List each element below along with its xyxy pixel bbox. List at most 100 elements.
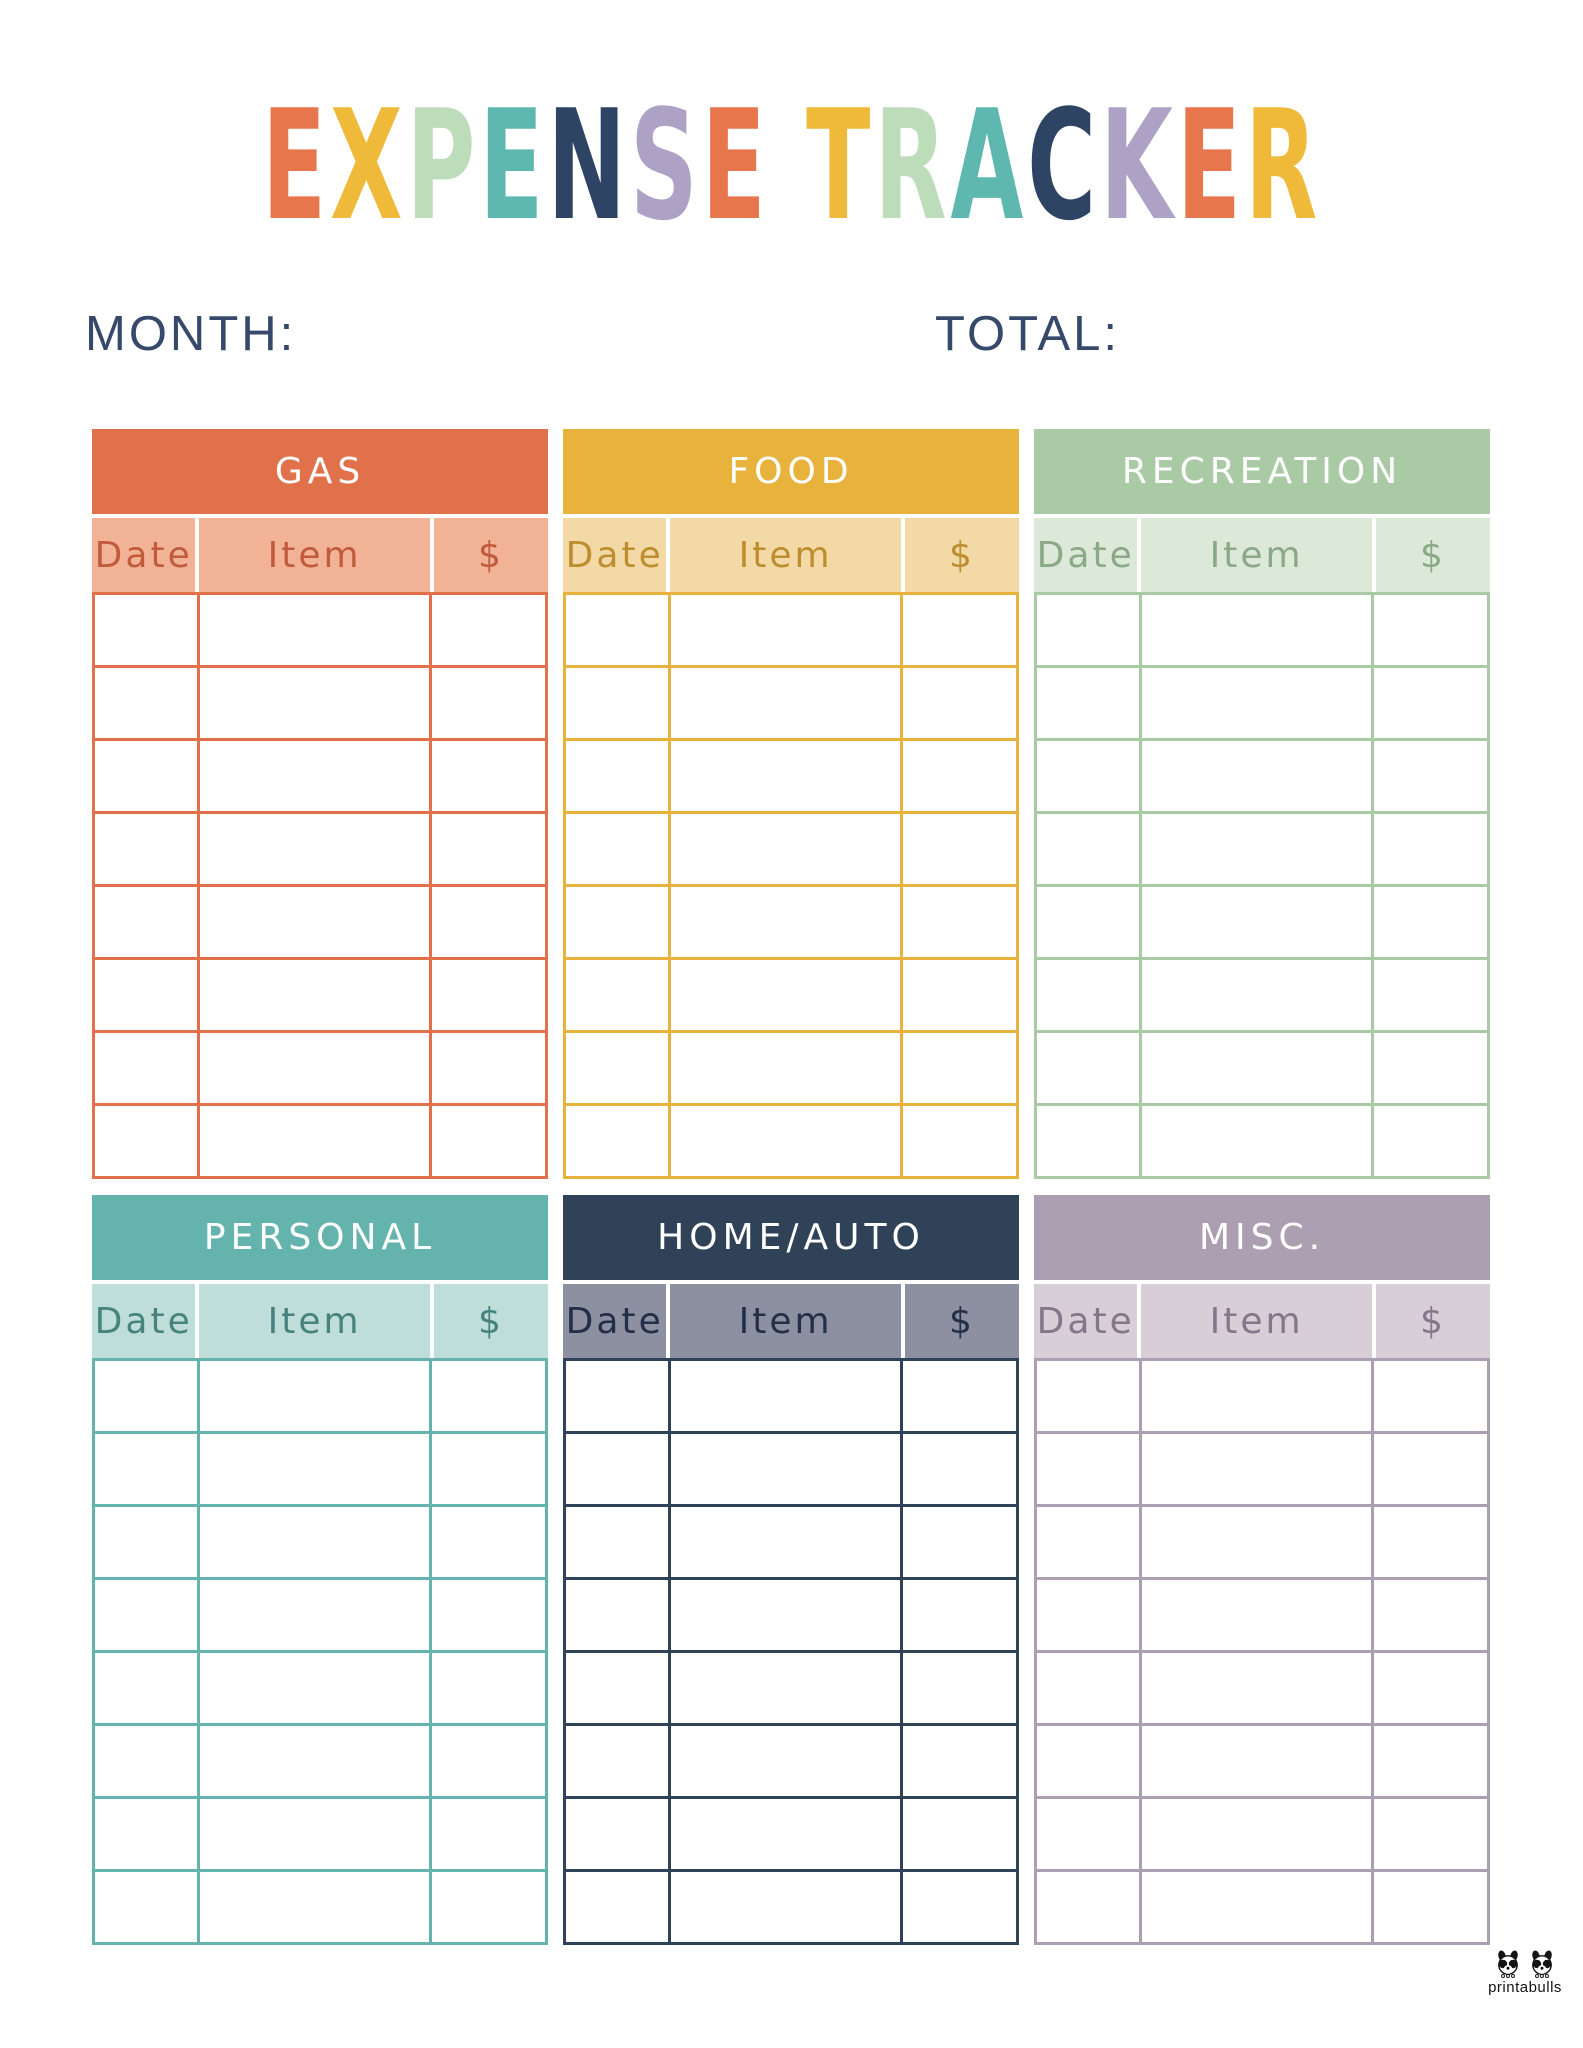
gas-row7-amount-cell bbox=[431, 1033, 545, 1103]
table-misc-title: MISC. bbox=[1034, 1195, 1490, 1280]
personal-row4-item-cell bbox=[200, 1580, 429, 1650]
column-header-amount: $ bbox=[904, 1284, 1020, 1358]
personal-row2-item-cell bbox=[200, 1434, 429, 1504]
home-auto-row7-date-cell bbox=[566, 1799, 669, 1869]
personal-row2-amount-cell bbox=[431, 1434, 545, 1504]
food-row5-date-cell bbox=[566, 887, 669, 957]
table-food-grid bbox=[563, 592, 1019, 1179]
recreation-row2-date-cell bbox=[1037, 668, 1140, 738]
month-label: MONTH: bbox=[85, 307, 297, 361]
home-auto-row2-date-cell bbox=[566, 1434, 669, 1504]
home-auto-row8-item-cell bbox=[671, 1872, 900, 1942]
gas-row6-date-cell bbox=[95, 960, 198, 1030]
personal-row6-amount-cell bbox=[431, 1726, 545, 1796]
column-header-item: Item bbox=[670, 518, 901, 592]
title-letter: S bbox=[629, 77, 702, 254]
title-letter: P bbox=[406, 77, 480, 254]
recreation-row5-item-cell bbox=[1142, 887, 1371, 957]
gas-row4-item-cell bbox=[200, 814, 429, 884]
home-auto-row1-date-cell bbox=[566, 1361, 669, 1431]
gas-row2-item-cell bbox=[200, 668, 429, 738]
food-row2-item-cell bbox=[671, 668, 900, 738]
bulldog-face-icon bbox=[1532, 1950, 1552, 1978]
personal-row3-item-cell bbox=[200, 1507, 429, 1577]
personal-row8-item-cell bbox=[200, 1872, 429, 1942]
title-letter: C bbox=[1027, 77, 1100, 254]
title-letter: E bbox=[261, 77, 331, 254]
recreation-row2-amount-cell bbox=[1373, 668, 1487, 738]
food-row1-item-cell bbox=[671, 595, 900, 665]
food-row5-amount-cell bbox=[902, 887, 1016, 957]
title-letter: E bbox=[479, 77, 548, 254]
home-auto-row8-date-cell bbox=[566, 1872, 669, 1942]
gas-row3-item-cell bbox=[200, 741, 429, 811]
misc-row1-amount-cell bbox=[1373, 1361, 1487, 1431]
personal-row6-item-cell bbox=[200, 1726, 429, 1796]
recreation-row3-date-cell bbox=[1037, 741, 1140, 811]
food-row2-date-cell bbox=[566, 668, 669, 738]
food-row7-item-cell bbox=[671, 1033, 900, 1103]
misc-row5-date-cell bbox=[1037, 1653, 1140, 1723]
food-row4-amount-cell bbox=[902, 814, 1016, 884]
gas-row7-date-cell bbox=[95, 1033, 198, 1103]
personal-row6-date-cell bbox=[95, 1726, 198, 1796]
table-recreation-title: RECREATION bbox=[1034, 429, 1490, 514]
misc-row8-item-cell bbox=[1142, 1872, 1371, 1942]
recreation-row6-item-cell bbox=[1142, 960, 1371, 1030]
personal-row5-date-cell bbox=[95, 1653, 198, 1723]
home-auto-row6-item-cell bbox=[671, 1726, 900, 1796]
food-row5-item-cell bbox=[671, 887, 900, 957]
home-auto-row3-amount-cell bbox=[902, 1507, 1016, 1577]
column-header-amount: $ bbox=[1375, 1284, 1491, 1358]
food-row3-amount-cell bbox=[902, 741, 1016, 811]
food-row2-amount-cell bbox=[902, 668, 1016, 738]
title-letter bbox=[770, 90, 807, 242]
misc-row4-item-cell bbox=[1142, 1580, 1371, 1650]
column-header-amount: $ bbox=[433, 518, 549, 592]
misc-row5-amount-cell bbox=[1373, 1653, 1487, 1723]
personal-row8-date-cell bbox=[95, 1872, 198, 1942]
gas-row5-amount-cell bbox=[431, 887, 545, 957]
column-header-amount: $ bbox=[433, 1284, 549, 1358]
column-header-date: Date bbox=[92, 1284, 196, 1358]
table-recreation-column-headers: Date Item $ bbox=[1034, 518, 1491, 592]
misc-row6-amount-cell bbox=[1373, 1726, 1487, 1796]
recreation-row6-date-cell bbox=[1037, 960, 1140, 1030]
recreation-row1-date-cell bbox=[1037, 595, 1140, 665]
misc-row6-item-cell bbox=[1142, 1726, 1371, 1796]
table-personal-grid bbox=[92, 1358, 548, 1945]
gas-row5-date-cell bbox=[95, 887, 198, 957]
gas-row1-amount-cell bbox=[431, 595, 545, 665]
personal-row7-amount-cell bbox=[431, 1799, 545, 1869]
food-row7-amount-cell bbox=[902, 1033, 1016, 1103]
personal-row3-amount-cell bbox=[431, 1507, 545, 1577]
home-auto-row8-amount-cell bbox=[902, 1872, 1016, 1942]
bulldog-face-icon bbox=[1498, 1950, 1518, 1978]
personal-row1-date-cell bbox=[95, 1361, 198, 1431]
food-row6-item-cell bbox=[671, 960, 900, 1030]
column-header-item: Item bbox=[1141, 518, 1372, 592]
home-auto-row5-amount-cell bbox=[902, 1653, 1016, 1723]
title-letter: R bbox=[1244, 77, 1322, 254]
misc-row6-date-cell bbox=[1037, 1726, 1140, 1796]
recreation-row1-amount-cell bbox=[1373, 595, 1487, 665]
table-home-auto-title: HOME/AUTO bbox=[563, 1195, 1019, 1280]
gas-row8-item-cell bbox=[200, 1106, 429, 1176]
table-misc-grid bbox=[1034, 1358, 1490, 1945]
brand-logo: printabulls bbox=[1483, 1950, 1567, 1996]
misc-row3-date-cell bbox=[1037, 1507, 1140, 1577]
home-auto-row2-item-cell bbox=[671, 1434, 900, 1504]
food-row4-item-cell bbox=[671, 814, 900, 884]
recreation-row7-amount-cell bbox=[1373, 1033, 1487, 1103]
food-row8-amount-cell bbox=[902, 1106, 1016, 1176]
recreation-row4-date-cell bbox=[1037, 814, 1140, 884]
home-auto-row1-amount-cell bbox=[902, 1361, 1016, 1431]
column-header-date: Date bbox=[1034, 518, 1138, 592]
table-gas-grid bbox=[92, 592, 548, 1179]
personal-row4-date-cell bbox=[95, 1580, 198, 1650]
recreation-row4-amount-cell bbox=[1373, 814, 1487, 884]
home-auto-row4-date-cell bbox=[566, 1580, 669, 1650]
table-gas-column-headers: Date Item $ bbox=[92, 518, 549, 592]
home-auto-row2-amount-cell bbox=[902, 1434, 1016, 1504]
personal-row5-item-cell bbox=[200, 1653, 429, 1723]
